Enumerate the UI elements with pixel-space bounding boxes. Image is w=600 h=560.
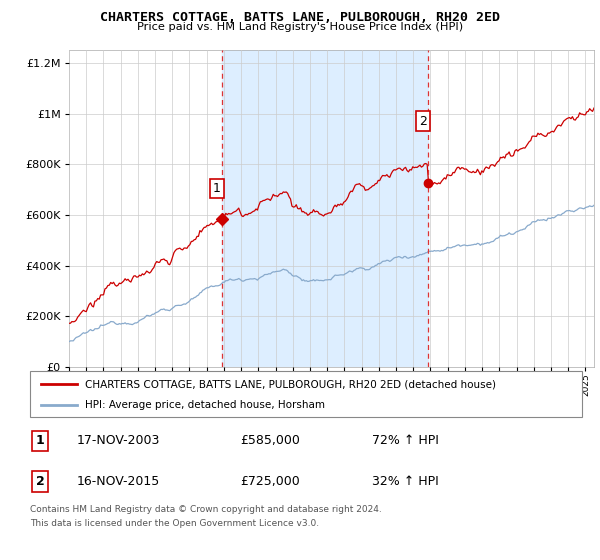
- Text: 72% ↑ HPI: 72% ↑ HPI: [372, 435, 439, 447]
- Text: £585,000: £585,000: [240, 435, 299, 447]
- Bar: [222, 50, 428, 367]
- Text: 32% ↑ HPI: 32% ↑ HPI: [372, 475, 439, 488]
- Text: Contains HM Land Registry data © Crown copyright and database right 2024.: Contains HM Land Registry data © Crown c…: [30, 505, 382, 514]
- Text: CHARTERS COTTAGE, BATTS LANE, PULBOROUGH, RH20 2ED: CHARTERS COTTAGE, BATTS LANE, PULBOROUGH…: [100, 11, 500, 24]
- Text: CHARTERS COTTAGE, BATTS LANE, PULBOROUGH, RH20 2ED (detached house): CHARTERS COTTAGE, BATTS LANE, PULBOROUGH…: [85, 379, 496, 389]
- Text: 1: 1: [213, 181, 221, 195]
- Text: This data is licensed under the Open Government Licence v3.0.: This data is licensed under the Open Gov…: [30, 519, 319, 528]
- Text: HPI: Average price, detached house, Horsham: HPI: Average price, detached house, Hors…: [85, 400, 325, 410]
- Text: Price paid vs. HM Land Registry's House Price Index (HPI): Price paid vs. HM Land Registry's House …: [137, 22, 463, 32]
- Text: 1: 1: [35, 435, 44, 447]
- Text: 2: 2: [419, 115, 427, 128]
- Text: 2: 2: [35, 475, 44, 488]
- Text: 17-NOV-2003: 17-NOV-2003: [77, 435, 160, 447]
- Text: £725,000: £725,000: [240, 475, 299, 488]
- Text: 16-NOV-2015: 16-NOV-2015: [77, 475, 160, 488]
